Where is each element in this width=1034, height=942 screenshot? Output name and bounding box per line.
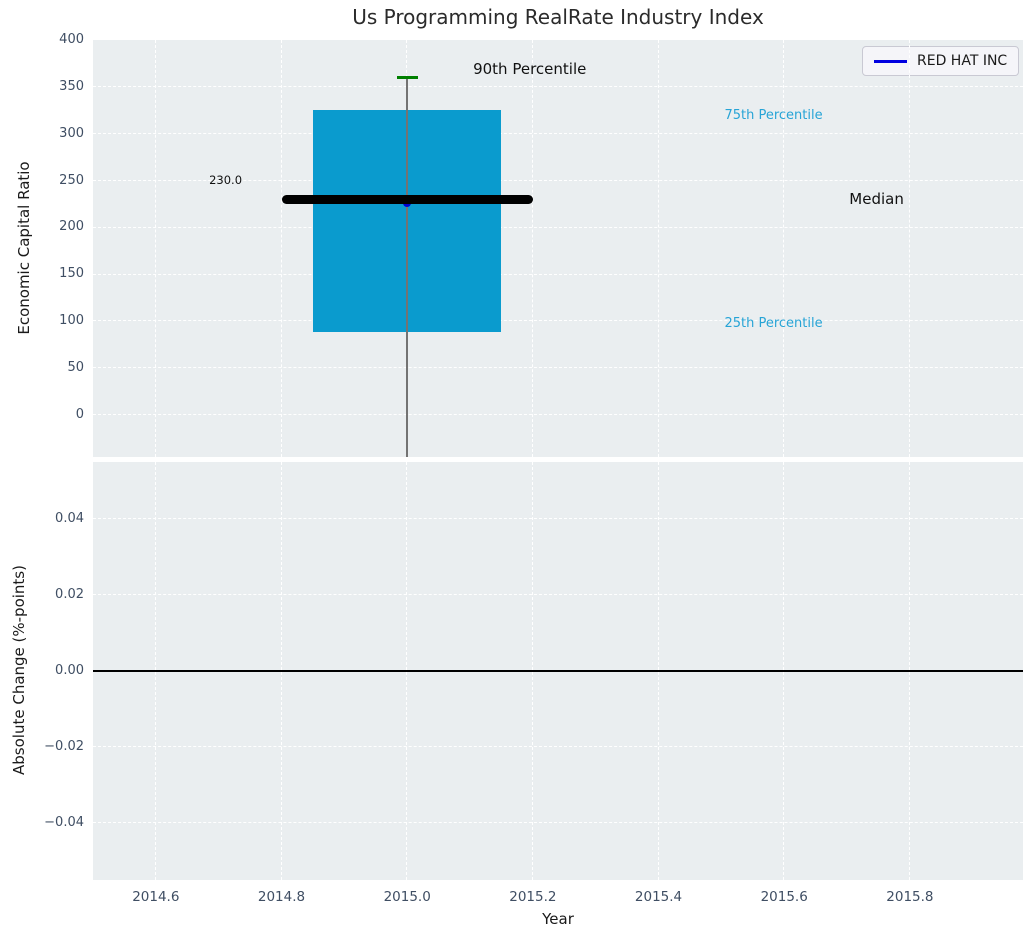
gridline-x [532,40,534,457]
gridline-y [93,414,1023,416]
x-tick-label: 2014.6 [132,889,180,905]
y-tick-label: 100 [59,313,84,329]
y-tick-label: −0.02 [44,739,84,754]
gridline-y [93,179,1023,181]
whisker-cap-90th [396,75,418,79]
y-tick-label: 250 [59,172,84,188]
gridline-y [93,822,1023,824]
legend: RED HAT INC [862,46,1019,76]
whisker-line [406,77,409,457]
y-tick-label: 0.04 [55,511,84,526]
median-line [281,194,533,204]
gridline-y [93,132,1023,134]
annotation-230-0: 230.0 [209,173,243,188]
gridline-x [280,40,282,457]
y-tick-label: 0.02 [55,587,84,602]
gridline-y [93,39,1023,41]
x-axis-label: Year [542,910,574,928]
y-tick-label: 0 [75,406,84,422]
gridline-x [155,40,157,457]
gridline-y [93,594,1023,596]
gridline-y [93,367,1023,369]
y-tick-label: 300 [59,125,84,141]
y-tick-label: 0.00 [55,663,84,678]
x-tick-label: 2015.6 [760,889,808,905]
x-tick-label: 2015.8 [886,889,934,905]
annotation-median: Median [849,190,904,208]
gridline-x [783,40,785,457]
y-tick-label: 350 [59,78,84,94]
gridline-y [93,86,1023,88]
y-tick-label: −0.04 [44,815,84,830]
gridline-y [93,320,1023,322]
x-tick-label: 2015.2 [509,889,557,905]
gridline-x [657,40,659,457]
annotation-75th-percentile: 75th Percentile [724,107,823,123]
y-tick-label: 200 [59,219,84,235]
gridline-y [93,518,1023,520]
y-tick-label: 400 [59,32,84,47]
legend-label: RED HAT INC [917,53,1008,69]
gridline-x [909,40,911,457]
y-tick-label: 150 [59,266,84,282]
legend-line-swatch [874,59,907,63]
zero-line [93,670,1023,672]
x-tick-label: 2014.8 [257,889,306,905]
gridline-y [93,746,1023,748]
annotation-25th-percentile: 25th Percentile [724,315,823,331]
y-tick-label: 50 [67,359,84,375]
gridline-y [93,273,1023,275]
gridline-y [93,226,1023,228]
annotation-90th-percentile: 90th Percentile [473,59,587,78]
chart-title: Us Programming RealRate Industry Index [352,5,764,29]
x-tick-label: 2015.0 [383,889,431,905]
x-tick-label: 2015.4 [634,889,683,905]
top-axes [93,40,1023,457]
top-y-axis-label: Economic Capital Ratio [15,161,33,335]
